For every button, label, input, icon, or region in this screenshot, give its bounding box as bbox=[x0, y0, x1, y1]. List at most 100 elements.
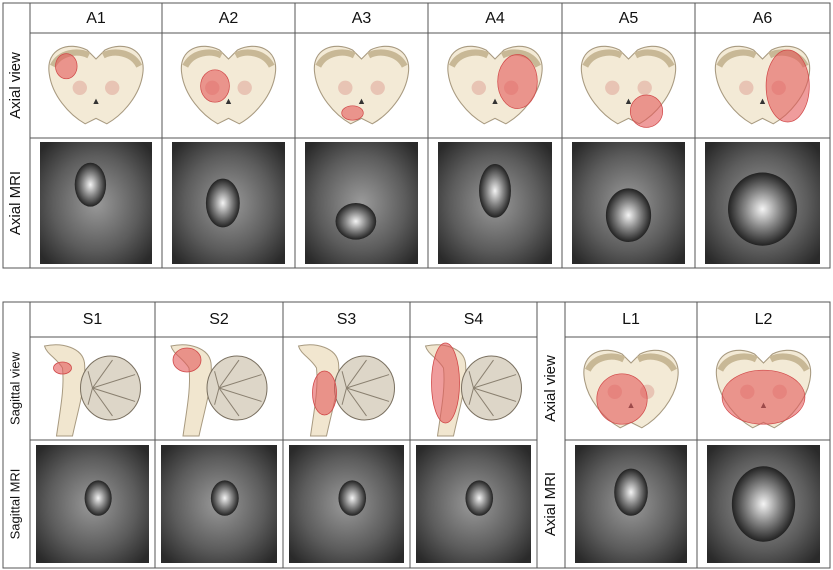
column-label: S1 bbox=[83, 311, 103, 328]
peduncle bbox=[584, 353, 678, 372]
nucleus bbox=[637, 80, 652, 95]
column-label: A2 bbox=[219, 10, 239, 27]
mri-lesion bbox=[335, 203, 377, 240]
folia bbox=[473, 387, 494, 417]
folia bbox=[92, 387, 113, 417]
folia bbox=[92, 374, 136, 389]
brainstem bbox=[313, 45, 410, 125]
nucleus bbox=[739, 80, 754, 95]
peduncle bbox=[448, 49, 542, 68]
peduncle bbox=[582, 49, 675, 68]
mri-lesion bbox=[731, 466, 796, 542]
column-label: S4 bbox=[464, 311, 484, 328]
lesion bbox=[497, 54, 538, 109]
cell-border bbox=[694, 137, 831, 269]
mri-lesion bbox=[84, 480, 112, 516]
row-label: Axial view bbox=[7, 52, 24, 119]
aqueduct bbox=[492, 98, 498, 104]
sagittal-diagram bbox=[170, 344, 268, 437]
lesion bbox=[53, 361, 72, 375]
aqueduct bbox=[225, 98, 232, 104]
axial-diagram bbox=[580, 45, 677, 128]
folia bbox=[87, 371, 93, 389]
folia bbox=[346, 374, 390, 389]
lesion bbox=[172, 347, 202, 373]
aqueduct bbox=[625, 98, 632, 104]
lesion bbox=[721, 369, 806, 425]
nucleus bbox=[237, 80, 252, 95]
cerebellum bbox=[334, 355, 395, 421]
axial-diagram bbox=[715, 349, 812, 429]
axial-diagram bbox=[180, 45, 277, 125]
row-label: Axial MRI bbox=[7, 171, 24, 235]
nucleus bbox=[338, 80, 353, 95]
column-label: A1 bbox=[86, 10, 106, 27]
folia bbox=[214, 371, 220, 389]
aqueduct bbox=[759, 98, 766, 104]
lesion bbox=[765, 49, 810, 123]
lesion bbox=[55, 53, 78, 80]
aqueduct bbox=[93, 98, 99, 104]
folia bbox=[218, 359, 240, 389]
axial-diagram bbox=[447, 45, 543, 125]
folia bbox=[468, 371, 474, 389]
folia bbox=[468, 387, 474, 405]
aqueduct bbox=[358, 98, 365, 104]
mri-lesion bbox=[614, 468, 648, 516]
folia bbox=[473, 359, 494, 389]
folia bbox=[87, 387, 93, 405]
folia bbox=[346, 359, 367, 389]
mri-image bbox=[305, 142, 418, 264]
nucleus bbox=[72, 80, 87, 95]
lesion bbox=[200, 69, 230, 103]
column-label: S2 bbox=[209, 311, 229, 328]
axial-diagram bbox=[714, 45, 811, 125]
row-label: Sagittal MRI bbox=[7, 469, 22, 540]
cerebellum bbox=[206, 355, 268, 421]
folia bbox=[214, 387, 220, 405]
cerebellum bbox=[461, 355, 522, 421]
peduncle bbox=[717, 353, 810, 372]
sagittal-diagram bbox=[297, 344, 395, 437]
row-label: Axial MRI bbox=[542, 472, 559, 536]
nucleus bbox=[605, 80, 620, 95]
row-label: Sagittal view bbox=[7, 351, 22, 425]
folia bbox=[92, 387, 136, 402]
lesion bbox=[341, 105, 364, 121]
mri-lesion bbox=[74, 162, 107, 207]
column-label: A5 bbox=[619, 10, 639, 27]
mri-lesion bbox=[605, 188, 652, 243]
mri-lesion bbox=[479, 163, 511, 218]
mri-lesion bbox=[728, 172, 797, 246]
mri-lesion bbox=[205, 178, 240, 228]
cell-border bbox=[696, 439, 831, 569]
axial-diagram bbox=[313, 45, 410, 125]
folia bbox=[341, 371, 347, 389]
column-label: A6 bbox=[753, 10, 773, 27]
mri-lesion bbox=[465, 480, 494, 516]
axial-diagram bbox=[48, 45, 144, 125]
folia bbox=[218, 387, 262, 402]
peduncle bbox=[182, 49, 275, 68]
cerebellum bbox=[80, 355, 141, 421]
folia bbox=[92, 359, 113, 389]
brainstem bbox=[43, 344, 86, 437]
column-label: L1 bbox=[622, 311, 640, 328]
folia bbox=[473, 374, 517, 389]
column-label: L2 bbox=[755, 311, 773, 328]
peduncle bbox=[49, 49, 143, 68]
mri-lesion bbox=[338, 480, 367, 516]
lesion bbox=[431, 342, 460, 424]
folia bbox=[346, 387, 390, 402]
column-label: S3 bbox=[337, 311, 357, 328]
folia bbox=[341, 387, 347, 405]
folia bbox=[346, 387, 367, 417]
nucleus bbox=[105, 80, 120, 95]
peduncle bbox=[315, 49, 408, 68]
nucleus bbox=[471, 80, 486, 95]
sagittal-diagram bbox=[43, 344, 141, 437]
lesion bbox=[629, 94, 664, 128]
column-label: A3 bbox=[352, 10, 372, 27]
lesion bbox=[596, 373, 648, 425]
